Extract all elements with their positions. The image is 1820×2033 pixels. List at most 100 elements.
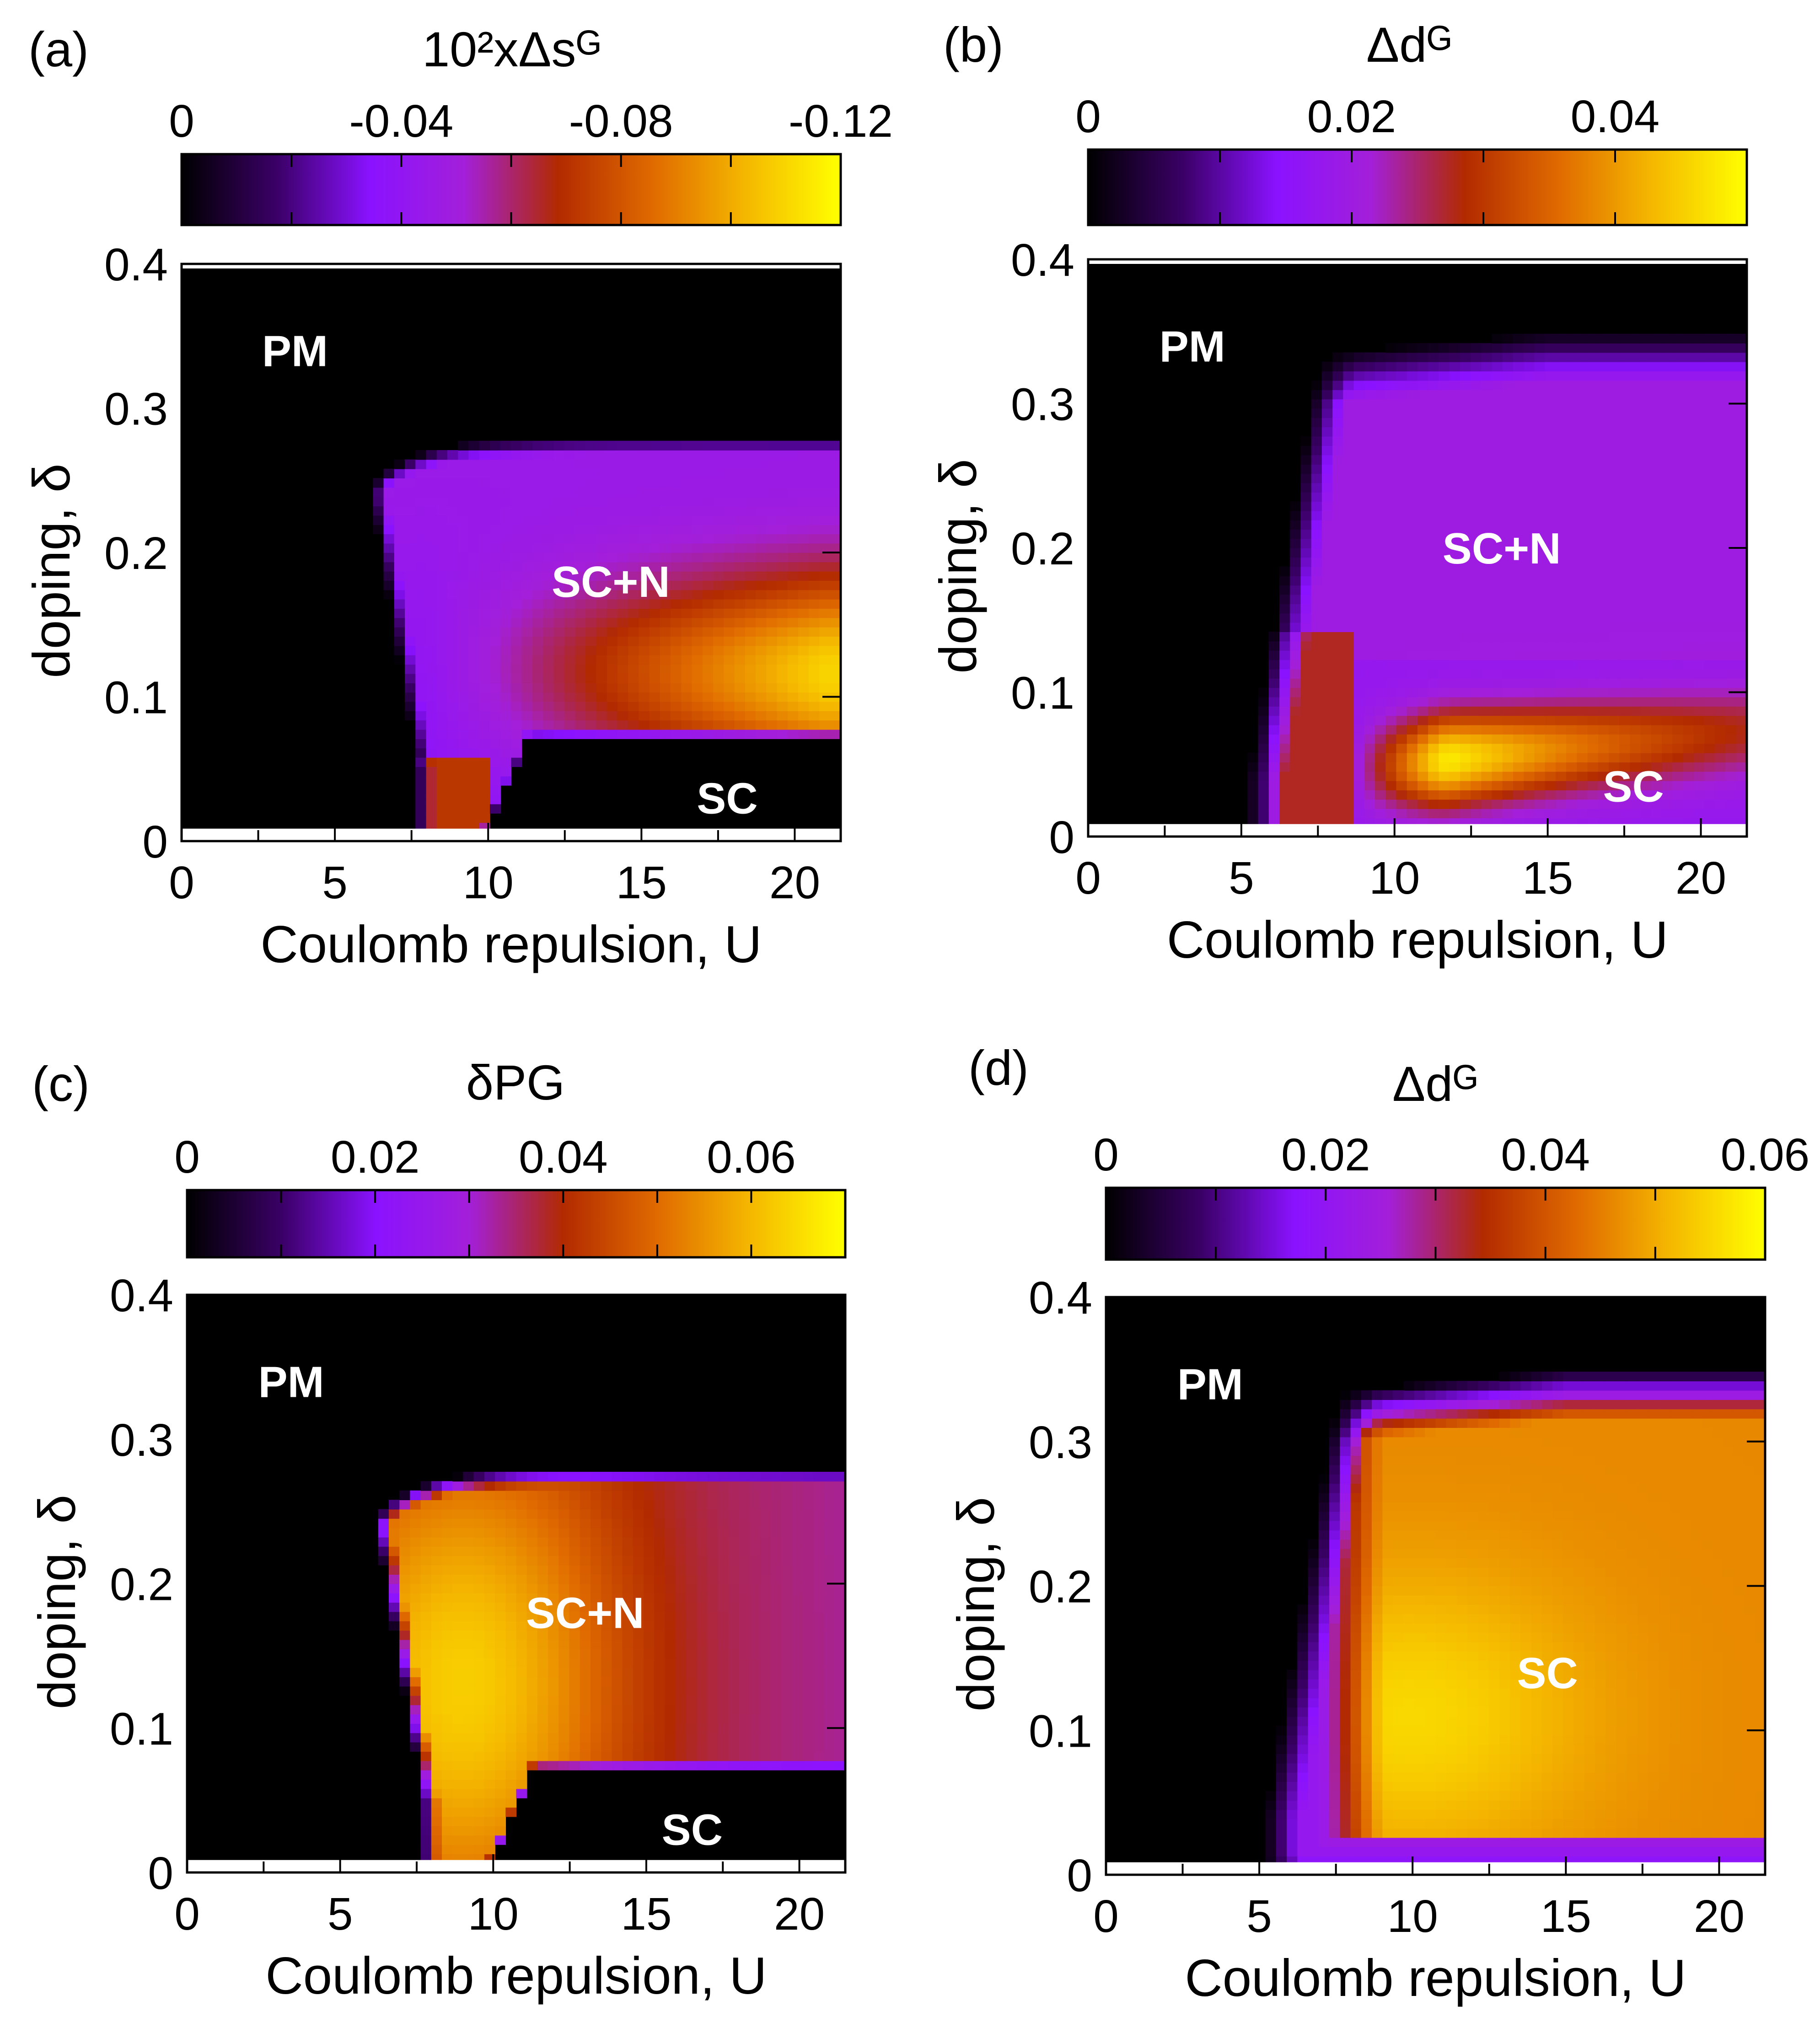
- heatmap-cell: [1343, 529, 1354, 539]
- heatmap-cell: [1364, 697, 1375, 707]
- heatmap-cell: [399, 1537, 411, 1547]
- heatmap-cell: [1651, 445, 1662, 456]
- heatmap-cell: [442, 1630, 453, 1640]
- heatmap-cell: [777, 654, 788, 665]
- heatmap-cell: [1651, 390, 1662, 400]
- heatmap-cell: [1481, 352, 1493, 362]
- heatmap-cell: [1353, 445, 1365, 456]
- heatmap-cell: [660, 590, 671, 600]
- heatmap-cell: [452, 1500, 464, 1510]
- heatmap-cell: [1725, 613, 1737, 623]
- heatmap-cell: [1736, 576, 1747, 586]
- heatmap-cell: [734, 496, 746, 507]
- heatmap-cell: [420, 1816, 432, 1826]
- heatmap-cell: [617, 720, 628, 730]
- heatmap-cell: [447, 487, 458, 497]
- heatmap-cell: [1555, 436, 1567, 446]
- heatmap-cell: [617, 468, 628, 478]
- heatmap-cell: [1417, 771, 1428, 781]
- heatmap-cell: [473, 1500, 485, 1510]
- heatmap-cell: [458, 534, 469, 544]
- heatmap-cell: [1704, 548, 1716, 558]
- heatmap-cell: [1300, 790, 1312, 800]
- heatmap-cell: [1290, 808, 1301, 819]
- heatmap-cell: [1428, 418, 1439, 428]
- heatmap-cell: [511, 487, 522, 497]
- heatmap-cell: [1524, 697, 1535, 707]
- heatmap-cell: [1545, 352, 1556, 362]
- heatmap-cell: [1375, 743, 1386, 753]
- heatmap-cell: [548, 1733, 559, 1743]
- heatmap-cell: [1471, 436, 1482, 446]
- heatmap-cell: [511, 534, 522, 544]
- heatmap-cell: [644, 1742, 655, 1752]
- heatmap-cell: [1279, 678, 1291, 688]
- heatmap-cell: [431, 1835, 442, 1845]
- heatmap-cell: [724, 515, 735, 525]
- heatmap-cell: [1300, 594, 1312, 604]
- heatmap-cell: [1566, 752, 1578, 762]
- heatmap-cell: [426, 515, 437, 525]
- heatmap-cell: [532, 524, 543, 535]
- heatmap-cell: [1439, 594, 1450, 604]
- heatmap-cell: [1439, 576, 1450, 586]
- heatmap-cell: [686, 1602, 697, 1612]
- heatmap-cell: [1353, 380, 1365, 390]
- heatmap-cell: [1662, 418, 1673, 428]
- heatmap-cell: [1566, 715, 1578, 725]
- heatmap-cell: [452, 1723, 464, 1733]
- heatmap-cell: [532, 487, 543, 497]
- heatmap-cell: [1311, 483, 1322, 493]
- colorbar: [1087, 148, 1748, 226]
- heatmap-cell: [1332, 622, 1344, 632]
- heatmap-cell: [585, 720, 597, 730]
- heatmap-cell: [1651, 715, 1662, 725]
- heatmap-cell: [766, 673, 778, 683]
- heatmap-cell: [665, 1602, 676, 1612]
- heatmap-cell: [553, 450, 565, 460]
- heatmap-cell: [633, 1565, 644, 1575]
- heatmap-cell: [1619, 790, 1631, 800]
- heatmap-cell: [452, 1816, 464, 1826]
- heatmap-cell: [1683, 333, 1694, 343]
- heatmap-cell: [1417, 399, 1428, 409]
- heatmap-cell: [809, 599, 820, 609]
- heatmap-cell: [1534, 557, 1546, 567]
- heatmap-cell: [1428, 576, 1439, 586]
- heatmap-cell: [1502, 734, 1514, 744]
- heatmap-cell: [1555, 752, 1567, 762]
- heatmap-cell: [1672, 808, 1684, 819]
- heatmap-cell: [1609, 650, 1620, 660]
- heatmap-cell: [1577, 380, 1588, 390]
- heatmap-cell: [1364, 799, 1375, 809]
- heatmap-cell: [1290, 585, 1301, 595]
- heatmap-cell: [1300, 632, 1312, 642]
- heatmap-cell: [707, 1733, 719, 1743]
- heatmap-cell: [1725, 427, 1737, 437]
- heatmap-cell: [1609, 371, 1620, 381]
- heatmap-cell: [622, 1546, 634, 1556]
- heatmap-cell: [1322, 529, 1333, 539]
- heatmap-cell: [787, 729, 799, 739]
- heatmap-cell: [452, 1621, 464, 1631]
- heatmap-cell: [622, 1500, 634, 1510]
- heatmap-cell: [1332, 678, 1344, 688]
- heatmap-cell: [1693, 585, 1705, 595]
- heatmap-cell: [1513, 780, 1524, 791]
- heatmap-cell: [728, 1705, 740, 1715]
- heatmap-cell: [777, 729, 788, 739]
- heatmap-cell: [1439, 808, 1450, 819]
- heatmap-cell: [675, 1602, 687, 1612]
- heatmap-cell: [1672, 762, 1684, 772]
- heatmap-cell: [1513, 734, 1524, 744]
- heatmap-cell: [1385, 771, 1397, 781]
- heatmap-cell: [675, 1574, 687, 1584]
- heatmap-cell: [1290, 799, 1301, 809]
- heatmap-cell: [1715, 436, 1726, 446]
- heatmap-cell: [718, 1621, 729, 1631]
- heatmap-cell: [1290, 613, 1301, 623]
- heatmap-cell: [1672, 632, 1684, 642]
- heatmap-cell: [612, 1509, 623, 1519]
- heatmap-cell: [490, 617, 501, 628]
- heatmap-cell: [660, 450, 671, 460]
